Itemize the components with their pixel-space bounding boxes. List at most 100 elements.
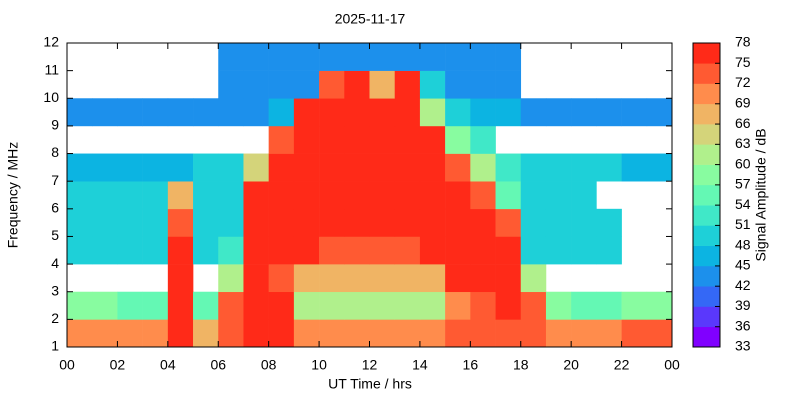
heat-cell (445, 125, 471, 154)
colorbar-tick-label: 60 (735, 155, 751, 171)
heat-cell (495, 43, 522, 71)
heat-cell (344, 70, 370, 99)
x-axis-label: UT Time / hrs (328, 376, 412, 392)
colorbar-tick-label: 72 (735, 74, 751, 90)
heat-cell (142, 319, 169, 348)
heat-cell (369, 264, 396, 293)
heat-cell (646, 291, 673, 320)
heat-cell (545, 98, 572, 127)
heat-cell (268, 319, 295, 348)
heat-cell (571, 208, 597, 237)
colorbar-segment (693, 103, 720, 125)
x-tick-label: 20 (563, 357, 579, 373)
heat-cell (344, 291, 370, 320)
heat-cell (319, 236, 345, 265)
heat-cell (193, 291, 219, 320)
colorbar-tick-label: 39 (735, 297, 751, 313)
heat-cell (218, 264, 244, 293)
heat-cell (67, 319, 93, 348)
heat-cell (596, 153, 622, 182)
heat-cell (319, 125, 345, 154)
heat-cell (293, 319, 320, 348)
heat-cell (218, 98, 244, 127)
colorbar-segment (693, 225, 720, 246)
heat-cell (92, 319, 118, 348)
heat-cell (117, 98, 143, 127)
heat-cell (344, 98, 370, 127)
heat-cell (495, 70, 522, 99)
heat-cell (293, 291, 320, 320)
heat-cell (92, 291, 118, 320)
heat-cell (621, 291, 648, 320)
y-tick-label: 2 (51, 310, 59, 326)
heat-cell (67, 181, 93, 210)
heat-cell (268, 43, 295, 71)
x-tick-label: 22 (614, 357, 630, 373)
heat-cell (545, 181, 572, 210)
heat-cell (218, 43, 244, 71)
heat-cell (193, 181, 219, 210)
heat-cell (344, 319, 370, 348)
heat-cell (445, 264, 471, 293)
heat-cell (571, 236, 597, 265)
y-tick-label: 12 (43, 34, 59, 50)
heat-cell (394, 43, 421, 71)
heat-cell (243, 43, 269, 71)
heat-cell (67, 236, 93, 265)
heat-cell (293, 98, 320, 127)
colorbar-frame (692, 42, 721, 348)
heat-cell (92, 236, 118, 265)
heat-cell (67, 208, 93, 237)
heat-cell (193, 153, 219, 182)
heat-cell (419, 319, 446, 348)
heat-cell (369, 236, 396, 265)
heat-cell (243, 236, 269, 265)
heat-cell (319, 70, 345, 99)
colorbar-segment (693, 306, 720, 328)
heat-cell (92, 181, 118, 210)
heat-cell (470, 208, 496, 237)
heat-cell (218, 236, 244, 265)
heat-cell (646, 98, 673, 127)
heat-cell (92, 208, 118, 237)
heat-cell (218, 181, 244, 210)
x-tick-label: 00 (59, 357, 75, 373)
heat-cell (445, 236, 471, 265)
heat-cell (218, 70, 244, 99)
heat-cell (470, 43, 496, 71)
x-tick-label: 04 (160, 357, 176, 373)
heat-cell (117, 181, 143, 210)
heat-cell (369, 43, 396, 71)
heat-cell (344, 181, 370, 210)
heat-cell (495, 98, 522, 127)
heat-cell (293, 264, 320, 293)
heat-cell (243, 319, 269, 348)
heat-cell (319, 98, 345, 127)
y-tick-label: 10 (43, 89, 59, 105)
colorbar-tick-label: 63 (735, 135, 751, 151)
heat-cell (243, 291, 269, 320)
heat-cell (344, 153, 370, 182)
heat-cell (268, 291, 295, 320)
heat-cell (268, 208, 295, 237)
heat-cell (319, 181, 345, 210)
heat-cell (394, 236, 421, 265)
heat-cell (268, 70, 295, 99)
heat-cell (92, 153, 118, 182)
heat-cell (394, 98, 421, 127)
heat-cell (167, 208, 194, 237)
x-tick-label: 18 (513, 357, 529, 373)
heat-cell (243, 181, 269, 210)
heat-cell (193, 208, 219, 237)
heat-cell (596, 236, 622, 265)
heat-cell (142, 181, 169, 210)
heat-cell (419, 43, 446, 71)
colorbar-segment (693, 265, 720, 287)
y-tick-label: 5 (51, 227, 59, 243)
heat-cell (293, 125, 320, 154)
heat-cell (419, 125, 446, 154)
heat-cell (293, 236, 320, 265)
heat-cell (67, 153, 93, 182)
heat-cell (419, 70, 446, 99)
heat-cell (218, 319, 244, 348)
